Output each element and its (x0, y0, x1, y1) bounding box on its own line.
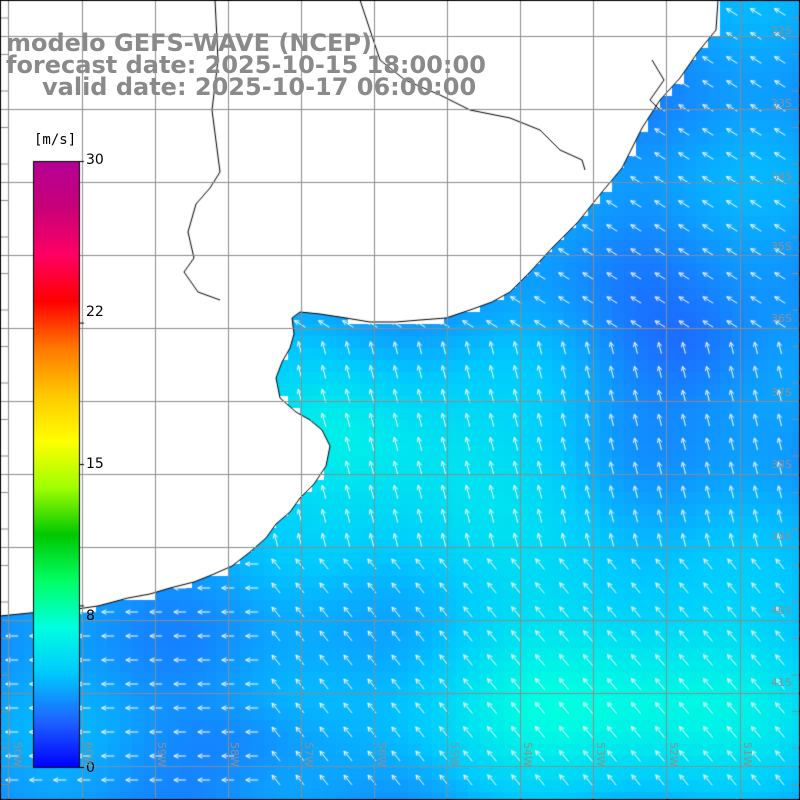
lon-label-59w: 59W (155, 742, 168, 767)
lat-label-41s: 41S (771, 676, 792, 689)
lat-label-39s: 39S (771, 530, 792, 543)
lat-label-38s: 38S (771, 458, 792, 471)
lat-label-33s: 33S (771, 97, 792, 110)
valid-date: valid date: 2025-10-17 06:00:00 (42, 73, 477, 101)
colorbar-unit: [m/s] (34, 132, 77, 148)
lon-label-53w: 53W (594, 742, 607, 767)
model-title: modelo GEFS-WAVE (NCEP) (6, 29, 372, 57)
lon-label-50w: 50W (11, 742, 24, 767)
colorbar-tick-15: 15 (86, 456, 104, 472)
lon-label-54w: 54W (521, 742, 534, 767)
lat-label-34s: 34S (771, 170, 792, 183)
colorbar-tick-22: 22 (86, 304, 104, 320)
colorbar-tick-30: 30 (86, 152, 104, 168)
lat-label-40s: 40S (771, 604, 792, 617)
lat-label-32s: 32S (771, 24, 792, 37)
lon-label-56w: 56W (375, 742, 388, 767)
lon-label-51w: 51W (741, 742, 754, 767)
lon-label-55w: 55W (448, 742, 461, 767)
lat-label-37s: 37S (771, 386, 792, 399)
colorbar-tick-8: 8 (86, 608, 95, 624)
forecast-date: forecast date: 2025-10-15 18:00:00 (6, 51, 486, 79)
lon-label-52w: 52W (667, 742, 680, 767)
lon-label-57w: 57W (302, 742, 315, 767)
colorbar-tick-0: 0 (86, 760, 95, 776)
lon-label-58w: 58W (228, 742, 241, 767)
lat-label-35s: 35S (771, 240, 792, 253)
lat-label-36s: 36S (771, 312, 792, 325)
lon-label-60w: 60W (82, 742, 95, 767)
